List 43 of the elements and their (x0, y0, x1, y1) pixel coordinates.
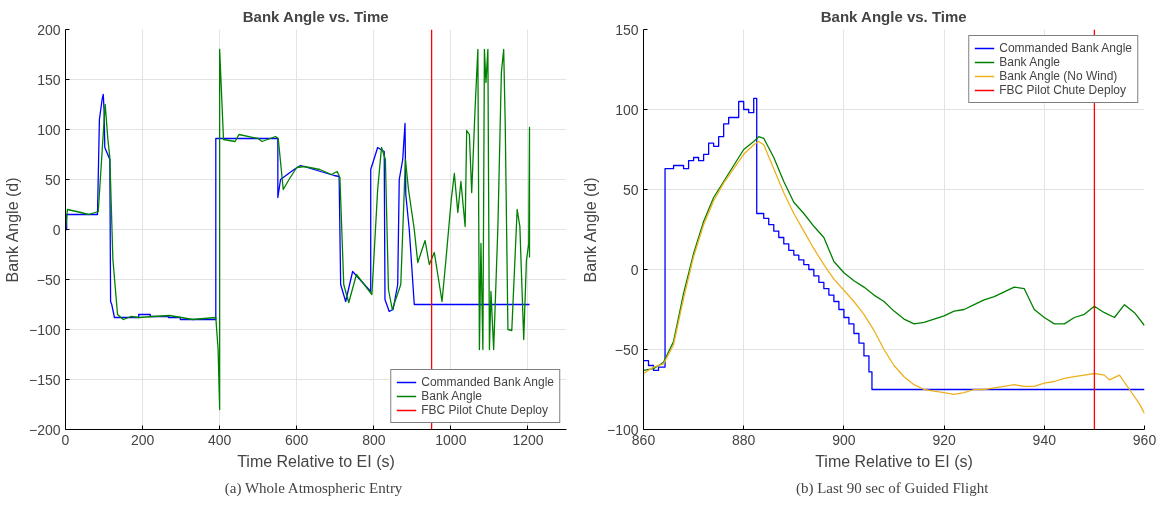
line-series (643, 140, 1145, 415)
y-tick-label: 200 (37, 21, 61, 38)
x-tick-label: 960 (1132, 431, 1157, 448)
chart-title: Bank Angle vs. Time (820, 7, 967, 25)
x-tick-label: 1200 (512, 431, 544, 448)
legend-label: Bank Angle (421, 389, 482, 403)
x-tick-label: 200 (130, 431, 155, 448)
y-tick-label: 150 (37, 71, 61, 88)
x-tick-label: 1000 (435, 431, 467, 448)
legend-label: Commanded Bank Angle (999, 41, 1132, 55)
y-tick-label: −150 (28, 371, 61, 388)
text: (a) Whole Atmospheric Entry (224, 479, 403, 497)
legend-label: Commanded Bank Angle (421, 375, 554, 389)
x-tick-label: 600 (285, 431, 309, 448)
line-series (65, 93, 531, 321)
y-tick-label: 100 (615, 101, 639, 118)
y-tick-label: −50 (614, 341, 639, 358)
y-tick-label: 100 (37, 121, 61, 138)
y-tick-label: −50 (36, 271, 61, 288)
ref-line-label: FBC Pilot Chute Deploy (999, 83, 1126, 97)
y-tick-label: 0 (52, 221, 61, 238)
y-axis-title: Bank Angle (d) (581, 177, 599, 283)
y-tick-label: 50 (44, 171, 61, 188)
x-tick-label: 800 (362, 431, 386, 448)
x-tick-label: 940 (1032, 431, 1057, 448)
x-axis-title: Time Relative to EI (s) (237, 452, 395, 470)
text: (b) Last 90 sec of Guided Flight (795, 479, 990, 497)
x-tick-label: 920 (932, 431, 956, 448)
line-series (643, 136, 1145, 371)
x-axis-title: Time Relative to EI (s) (815, 452, 973, 470)
legend-label: Bank Angle (No Wind) (999, 69, 1118, 83)
y-tick-label: 50 (622, 181, 639, 198)
y-tick-label: −200 (28, 421, 61, 438)
x-tick-label: 900 (832, 431, 856, 448)
x-tick-label: 400 (207, 431, 232, 448)
y-tick-label: −100 (28, 321, 61, 338)
chart-title: Bank Angle vs. Time (242, 7, 389, 25)
y-axis-title: Bank Angle (d) (3, 177, 21, 283)
y-tick-label: 150 (615, 21, 639, 38)
legend-label: Bank Angle (999, 55, 1060, 69)
ref-line-label: FBC Pilot Chute Deploy (421, 403, 548, 417)
y-tick-label: 0 (630, 261, 639, 278)
x-tick-label: 880 (732, 431, 756, 448)
